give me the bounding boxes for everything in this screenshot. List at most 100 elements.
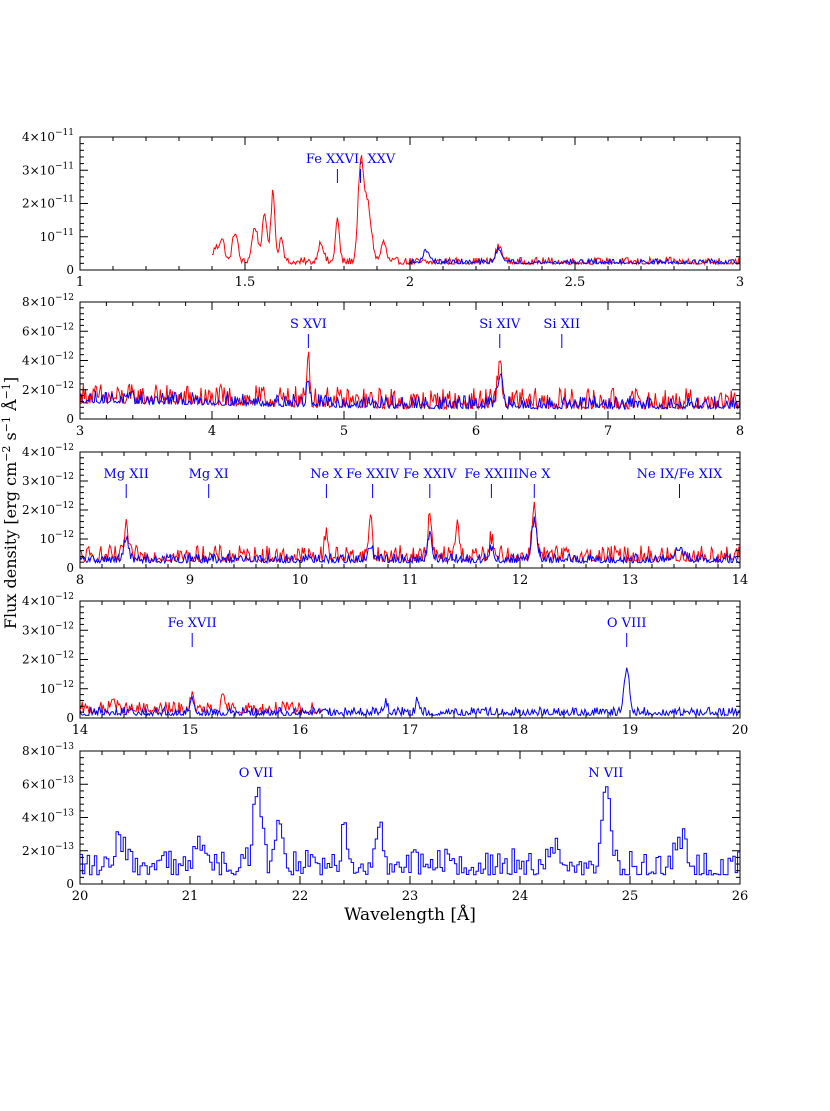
panel-3: 8 9 10 11 12 13 14010−122×10−123×10−124×10−12M…: [22, 443, 748, 588]
y-tick-base: 10: [40, 532, 55, 546]
y-tick-base: 4×10: [22, 130, 55, 144]
y-tick-exponent: −12: [55, 680, 74, 690]
y-tick-label: 2×10−11: [22, 195, 74, 211]
x-tick-label: 4: [208, 424, 216, 439]
y-tick-base: 8×10: [22, 295, 55, 309]
y-tick-base: 2×10: [22, 197, 55, 211]
y-tick-label: 10−12: [40, 680, 74, 696]
y-tick-base: 2×10: [22, 383, 55, 397]
x-tick-label: 20: [72, 889, 89, 904]
y-tick-exponent: −12: [55, 352, 74, 362]
y-tick-base: 10: [40, 682, 55, 696]
x-tick-label: 26: [732, 889, 749, 904]
line-label: O VIII: [607, 616, 647, 631]
y-tick-exponent: −12: [55, 443, 74, 453]
x-tick-label: 14: [732, 573, 749, 588]
x-tick-label: 14: [72, 723, 89, 738]
x-tick-label: 3: [736, 275, 744, 290]
y-tick-base: 2×10: [22, 844, 55, 858]
y-tick-label: 0: [66, 561, 74, 575]
y-tick-exponent: −12: [55, 381, 74, 391]
y-tick-label: 3×10−12: [22, 472, 74, 488]
x-tick-label: 21: [182, 889, 199, 904]
y-tick-label: 4×10−12: [22, 443, 74, 459]
x-tick-label: 16: [292, 723, 309, 738]
y-tick-label: 0: [66, 711, 74, 725]
line-label: O VII: [239, 766, 273, 781]
line-label: Fe XVII: [168, 616, 217, 631]
x-tick-label: 18: [512, 723, 529, 738]
y-tick-label: 2×10−13: [22, 842, 74, 858]
line-label: Fe XXIII: [464, 467, 518, 482]
series-red-line: [211, 155, 741, 267]
line-label: Ne IX/Fe XIX: [637, 467, 723, 482]
x-tick-label: 12: [512, 573, 529, 588]
y-tick-label: 2×10−12: [22, 651, 74, 667]
x-tick-label: 1: [76, 275, 84, 290]
x-tick-label: 2.5: [565, 275, 586, 290]
y-tick-label: 8×10−12: [22, 293, 74, 309]
x-tick-label: 7: [604, 424, 612, 439]
y-tick-label: 10−12: [40, 530, 74, 546]
y-tick-base: 10: [40, 230, 55, 244]
y-tick-label: 3×10−12: [22, 621, 74, 637]
y-tick-exponent: −12: [55, 501, 74, 511]
y-tick-exponent: −11: [55, 161, 74, 171]
y-tick-label: 0: [66, 412, 74, 426]
plot-frame: [79, 136, 741, 271]
y-tick-exponent: −12: [55, 621, 74, 631]
x-tick-label: 15: [182, 723, 199, 738]
y-tick-base: 4×10: [22, 811, 55, 825]
y-tick-exponent: −12: [55, 530, 74, 540]
series-blue-line: [80, 786, 741, 876]
y-tick-base: 2×10: [22, 653, 55, 667]
y-tick-label: 2×10−12: [22, 501, 74, 517]
y-tick-base: 8×10: [22, 744, 55, 758]
y-tick-label: 4×10−13: [22, 809, 74, 825]
line-label: N VII: [588, 766, 623, 781]
y-tick-base: 0: [66, 877, 74, 891]
line-label: Ne X: [310, 467, 343, 482]
y-tick-base: 3×10: [22, 163, 55, 177]
y-tick-exponent: −12: [55, 592, 74, 602]
y-tick-base: 0: [66, 412, 74, 426]
y-tick-exponent: −12: [55, 322, 74, 332]
x-tick-label: 8: [736, 424, 744, 439]
line-label: Ne X: [518, 467, 551, 482]
y-tick-label: 0: [66, 877, 74, 891]
y-tick-base: 0: [66, 711, 74, 725]
line-label: Si XIV: [479, 317, 521, 332]
y-tick-base: 6×10: [22, 777, 55, 791]
panel-5: 20 21 22 23 24 25 2602×10−134×10−136×10−138×10…: [22, 742, 748, 904]
x-tick-label: 6: [472, 424, 480, 439]
y-tick-label: 3×10−11: [22, 161, 74, 177]
x-tick-label: 10: [292, 573, 309, 588]
y-tick-exponent: −11: [55, 228, 74, 238]
x-tick-label: 5: [340, 424, 348, 439]
y-tick-base: 6×10: [22, 324, 55, 338]
line-label: Mg XII: [104, 467, 149, 482]
series-blue-line: [79, 373, 741, 411]
y-tick-base: 0: [66, 263, 74, 277]
line-label: Fe XXVI, XXV: [306, 152, 396, 167]
y-tick-label: 4×10−12: [22, 592, 74, 608]
y-tick-label: 0: [66, 263, 74, 277]
y-tick-label: 4×10−12: [22, 352, 74, 368]
panel-4: 14 15 16 17 18 19 20010−122×10−123×10−124×10−1…: [22, 592, 748, 738]
x-tick-label: 13: [622, 573, 639, 588]
y-axis-label: Flux density [erg cm−2 s−1 Å−1]: [0, 377, 20, 629]
x-tick-label: 17: [402, 723, 419, 738]
y-tick-base: 4×10: [22, 594, 55, 608]
x-tick-label: 8: [76, 573, 84, 588]
x-axis-label: Wavelength [Å]: [344, 904, 476, 925]
line-label: Mg XI: [189, 467, 229, 482]
line-label: Fe XXIV: [346, 467, 400, 482]
y-tick-base: 2×10: [22, 503, 55, 517]
y-tick-exponent: −12: [55, 651, 74, 661]
y-tick-label: 8×10−13: [22, 742, 74, 758]
x-tick-label: 20: [732, 723, 749, 738]
line-label: Si XII: [543, 317, 580, 332]
